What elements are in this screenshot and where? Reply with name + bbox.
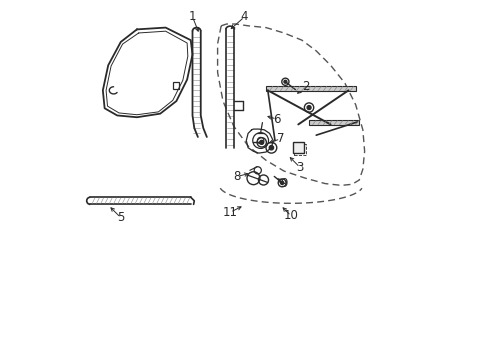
Bar	[265, 86, 355, 91]
Text: 8: 8	[233, 170, 241, 183]
Circle shape	[280, 181, 283, 184]
Text: 4: 4	[240, 10, 248, 23]
Text: 11: 11	[222, 206, 237, 219]
Text: 2: 2	[301, 80, 308, 93]
Text: 9: 9	[280, 177, 287, 190]
Circle shape	[269, 145, 273, 150]
Circle shape	[306, 105, 310, 109]
Text: 6: 6	[272, 113, 280, 126]
Bar	[292, 141, 304, 153]
Text: 3: 3	[296, 161, 303, 174]
Circle shape	[259, 140, 263, 144]
Bar	[172, 82, 179, 89]
Text: 5: 5	[117, 211, 124, 224]
Text: 10: 10	[283, 210, 298, 222]
Text: 1: 1	[188, 10, 196, 23]
Bar	[308, 120, 359, 125]
Circle shape	[284, 80, 286, 83]
Text: 7: 7	[276, 132, 284, 145]
Bar	[294, 144, 305, 155]
